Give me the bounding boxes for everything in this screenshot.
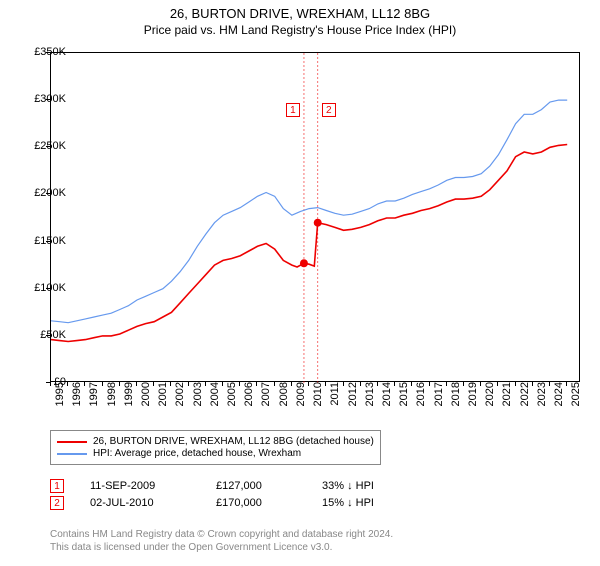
- x-axis-label: 2006: [243, 382, 255, 422]
- x-axis-label: 1998: [106, 382, 118, 422]
- x-tick: [256, 382, 257, 386]
- legend-label-property: 26, BURTON DRIVE, WREXHAM, LL12 8BG (det…: [93, 436, 374, 447]
- y-axis-label: £50K: [20, 329, 66, 341]
- x-axis-label: 1997: [88, 382, 100, 422]
- footer-line2: This data is licensed under the Open Gov…: [50, 541, 393, 554]
- chart-plot-area: 12: [50, 52, 580, 382]
- x-tick: [205, 382, 206, 386]
- x-tick: [429, 382, 430, 386]
- x-tick: [50, 382, 51, 386]
- x-axis-label: 2018: [450, 382, 462, 422]
- x-axis-label: 2020: [484, 382, 496, 422]
- x-axis-label: 1996: [71, 382, 83, 422]
- legend-swatch-hpi: [57, 453, 87, 455]
- sales-row-delta: 15% ↓ HPI: [322, 497, 402, 509]
- x-tick: [102, 382, 103, 386]
- x-axis-label: 2023: [536, 382, 548, 422]
- legend-row-hpi: HPI: Average price, detached house, Wrex…: [57, 448, 374, 459]
- x-tick: [291, 382, 292, 386]
- x-tick: [515, 382, 516, 386]
- sales-row-marker: 1: [50, 479, 64, 493]
- x-axis-label: 2009: [295, 382, 307, 422]
- x-tick: [343, 382, 344, 386]
- y-axis-label: £150K: [20, 235, 66, 247]
- x-axis-label: 2000: [140, 382, 152, 422]
- x-tick: [497, 382, 498, 386]
- sales-row-date: 11-SEP-2009: [90, 480, 190, 492]
- footer-attribution: Contains HM Land Registry data © Crown c…: [50, 528, 393, 554]
- x-axis-label: 1999: [123, 382, 135, 422]
- sales-table: 1 11-SEP-2009 £127,000 33% ↓ HPI 2 02-JUL-201…: [50, 476, 402, 513]
- y-axis-label: £350K: [20, 46, 66, 58]
- x-tick: [119, 382, 120, 386]
- x-tick: [377, 382, 378, 386]
- legend-row-property: 26, BURTON DRIVE, WREXHAM, LL12 8BG (det…: [57, 436, 374, 447]
- sales-row-date: 02-JUL-2010: [90, 497, 190, 509]
- y-axis-label: £100K: [20, 282, 66, 294]
- chart-svg: [51, 53, 579, 381]
- x-tick: [549, 382, 550, 386]
- x-tick: [136, 382, 137, 386]
- x-tick: [566, 382, 567, 386]
- chart-container: 26, BURTON DRIVE, WREXHAM, LL12 8BG Pric…: [0, 6, 600, 566]
- x-tick: [274, 382, 275, 386]
- sales-row-price: £170,000: [216, 497, 296, 509]
- x-axis-label: 2005: [226, 382, 238, 422]
- x-tick: [480, 382, 481, 386]
- x-axis-label: 2014: [381, 382, 393, 422]
- x-tick: [411, 382, 412, 386]
- sales-row: 1 11-SEP-2009 £127,000 33% ↓ HPI: [50, 479, 402, 493]
- x-axis-label: 2013: [364, 382, 376, 422]
- sales-row: 2 02-JUL-2010 £170,000 15% ↓ HPI: [50, 496, 402, 510]
- legend-label-hpi: HPI: Average price, detached house, Wrex…: [93, 448, 301, 459]
- legend-swatch-property: [57, 441, 87, 443]
- footer-line1: Contains HM Land Registry data © Crown c…: [50, 528, 393, 541]
- x-tick: [325, 382, 326, 386]
- x-tick: [239, 382, 240, 386]
- x-axis-label: 2007: [260, 382, 272, 422]
- x-axis-label: 2011: [329, 382, 341, 422]
- title-address: 26, BURTON DRIVE, WREXHAM, LL12 8BG: [0, 6, 600, 21]
- x-axis-label: 2012: [347, 382, 359, 422]
- x-axis-label: 2019: [467, 382, 479, 422]
- sales-row-delta: 33% ↓ HPI: [322, 480, 402, 492]
- x-axis-label: 2008: [278, 382, 290, 422]
- title-subtitle: Price paid vs. HM Land Registry's House …: [0, 23, 600, 37]
- x-axis-label: 2015: [398, 382, 410, 422]
- legend-box: 26, BURTON DRIVE, WREXHAM, LL12 8BG (det…: [50, 430, 381, 465]
- x-tick: [84, 382, 85, 386]
- y-axis-label: £300K: [20, 93, 66, 105]
- x-tick: [308, 382, 309, 386]
- x-axis-label: 1995: [54, 382, 66, 422]
- x-tick: [188, 382, 189, 386]
- x-tick: [170, 382, 171, 386]
- x-tick: [153, 382, 154, 386]
- x-axis-label: 2010: [312, 382, 324, 422]
- y-axis-label: £200K: [20, 187, 66, 199]
- sales-row-price: £127,000: [216, 480, 296, 492]
- x-tick: [394, 382, 395, 386]
- x-axis-label: 2022: [519, 382, 531, 422]
- x-axis-label: 2024: [553, 382, 565, 422]
- x-axis-label: 2002: [174, 382, 186, 422]
- x-axis-label: 2003: [192, 382, 204, 422]
- x-tick: [360, 382, 361, 386]
- x-axis-label: 2004: [209, 382, 221, 422]
- x-tick: [222, 382, 223, 386]
- sales-row-marker: 2: [50, 496, 64, 510]
- x-axis-label: 2021: [501, 382, 513, 422]
- x-axis-label: 2001: [157, 382, 169, 422]
- y-axis-label: £250K: [20, 140, 66, 152]
- x-tick: [463, 382, 464, 386]
- x-tick: [67, 382, 68, 386]
- x-tick: [446, 382, 447, 386]
- x-axis-label: 2017: [433, 382, 445, 422]
- x-tick: [532, 382, 533, 386]
- x-axis-label: 2025: [570, 382, 582, 422]
- x-axis-label: 2016: [415, 382, 427, 422]
